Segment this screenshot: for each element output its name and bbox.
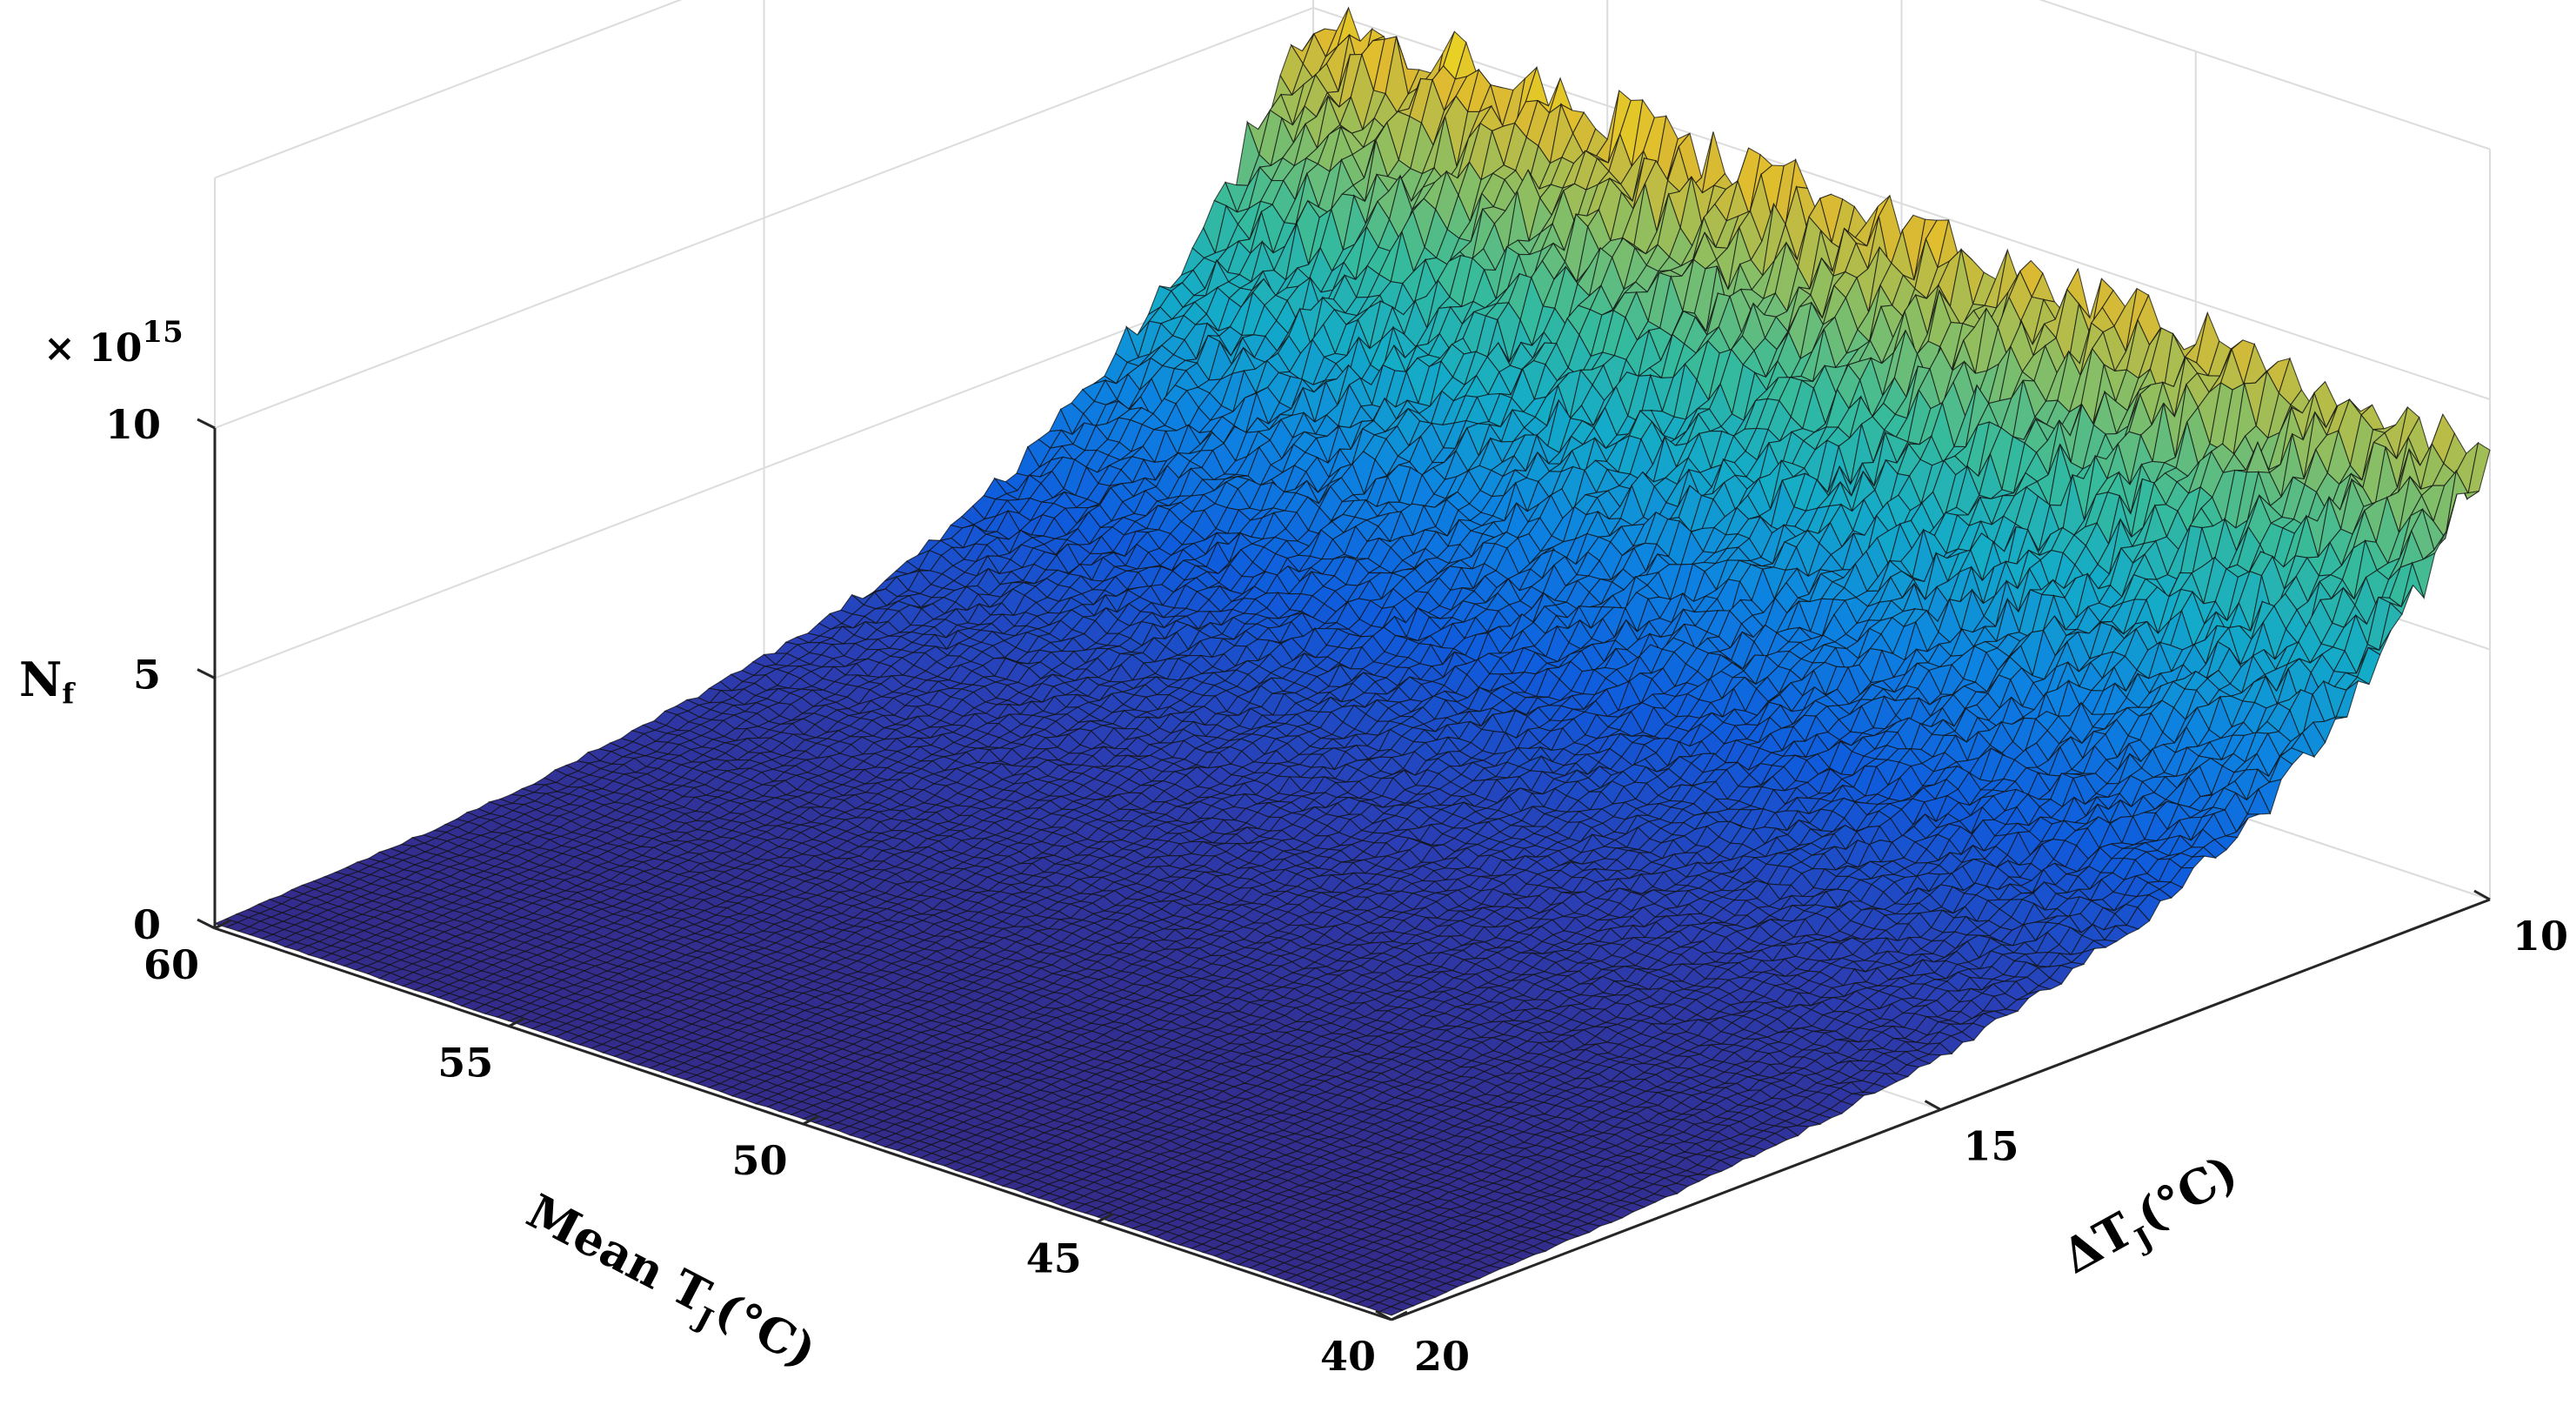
surface-mesh xyxy=(213,6,2491,1316)
grid-line-z-left-top xyxy=(214,0,683,179)
grid-line-z-left-5 xyxy=(214,257,1314,679)
grid-line-z-left-10 xyxy=(214,7,1314,429)
grid-line-z-back-top xyxy=(2039,0,2491,151)
grid-line-z-back-10 xyxy=(1312,7,2491,400)
